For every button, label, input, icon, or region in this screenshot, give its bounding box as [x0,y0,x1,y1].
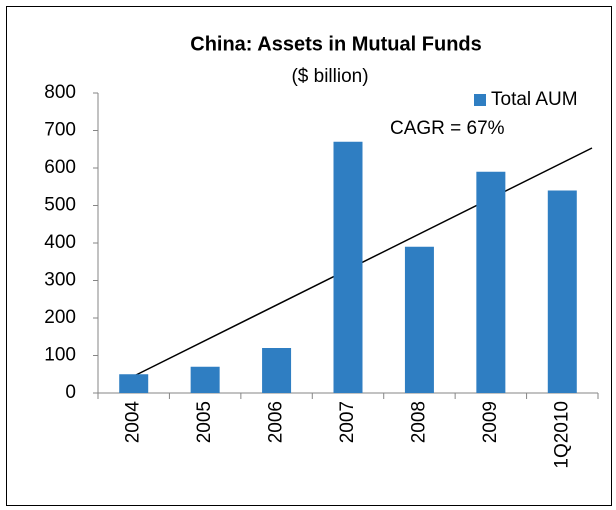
bar [547,190,577,393]
y-tick-label: 500 [44,195,76,216]
y-tick-label: 300 [44,270,76,291]
x-tick-label: 2007 [337,401,358,443]
legend-swatch [474,94,486,106]
chart-subtitle: ($ billion) [291,66,368,87]
y-tick-label: 200 [44,307,76,328]
legend-label: Total AUM [491,89,578,110]
x-tick-label: 2005 [194,401,215,443]
bar [476,171,506,393]
x-tick-label: 2009 [480,401,501,443]
y-tick-label: 400 [44,232,76,253]
y-tick-label: 0 [65,382,76,403]
y-tick-label: 700 [44,120,76,141]
annotation: CAGR = 67% [390,118,505,139]
x-tick-label: 2006 [266,401,287,443]
bar [333,141,363,393]
y-tick-label: 600 [44,157,76,178]
x-tick-label: 1Q2010 [551,401,572,469]
y-tick-label: 100 [44,345,76,366]
bar [404,246,434,393]
trend-line [135,147,593,376]
x-tick-label: 2004 [123,401,144,444]
chart-title: China: Assets in Mutual Funds [190,33,482,55]
bar [262,348,292,393]
chart-border [6,6,612,506]
y-tick-label: 800 [44,82,76,103]
bar [119,374,149,393]
x-tick-label: 2008 [408,401,429,443]
bar [190,366,220,393]
